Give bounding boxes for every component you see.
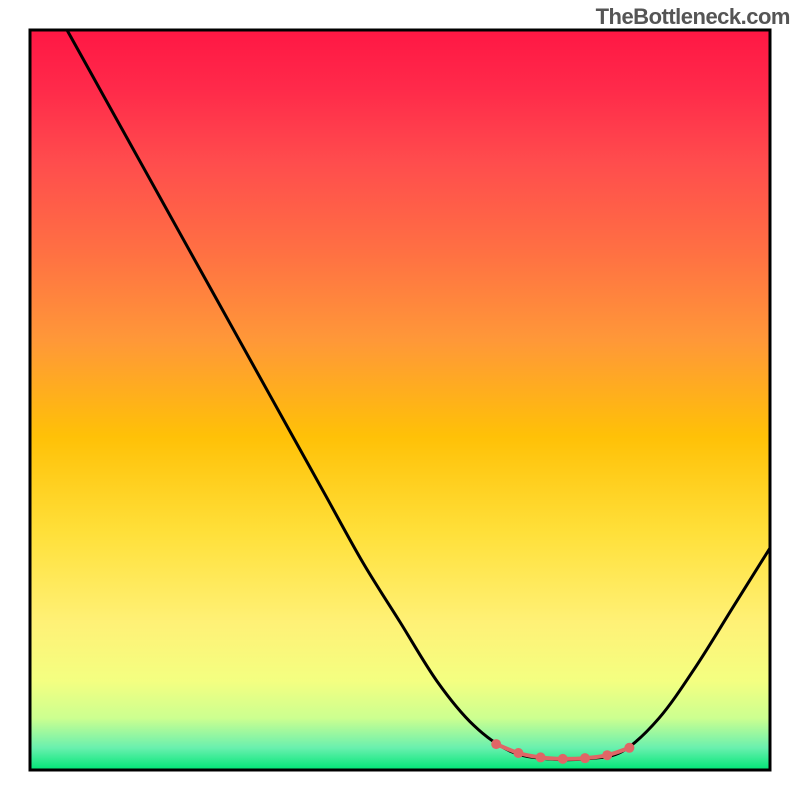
chart-container: TheBottleneck.com	[0, 0, 800, 800]
optimal-marker	[602, 750, 612, 760]
bottleneck-chart	[0, 0, 800, 800]
optimal-marker	[536, 752, 546, 762]
optimal-marker	[491, 739, 501, 749]
optimal-marker	[580, 753, 590, 763]
optimal-marker	[558, 754, 568, 764]
plot-background	[30, 30, 770, 770]
optimal-marker	[513, 748, 523, 758]
optimal-marker	[624, 743, 634, 753]
